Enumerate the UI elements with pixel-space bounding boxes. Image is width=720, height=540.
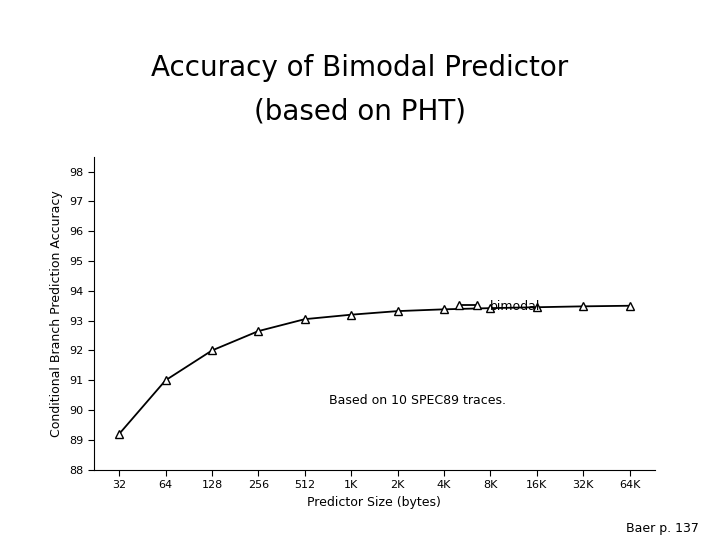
Text: (based on PHT): (based on PHT) <box>254 97 466 125</box>
bimodal <box>533 304 541 310</box>
bimodal <box>347 312 356 318</box>
X-axis label: Predictor Size (bytes): Predictor Size (bytes) <box>307 496 441 509</box>
bimodal <box>300 316 309 322</box>
Line: bimodal: bimodal <box>115 301 634 438</box>
Y-axis label: Conditional Branch Prediction Accuracy: Conditional Branch Prediction Accuracy <box>50 190 63 436</box>
bimodal <box>254 328 263 334</box>
bimodal <box>161 377 170 383</box>
bimodal <box>626 302 634 309</box>
bimodal <box>486 305 495 312</box>
Text: Baer p. 137: Baer p. 137 <box>626 522 698 535</box>
bimodal <box>114 431 123 437</box>
bimodal <box>207 347 216 354</box>
bimodal <box>579 303 588 309</box>
Text: Based on 10 SPEC89 traces.: Based on 10 SPEC89 traces. <box>330 394 506 407</box>
bimodal <box>440 306 449 313</box>
Text: Accuracy of Bimodal Predictor: Accuracy of Bimodal Predictor <box>151 54 569 82</box>
Legend: bimodal: bimodal <box>450 295 546 319</box>
bimodal <box>393 308 402 314</box>
